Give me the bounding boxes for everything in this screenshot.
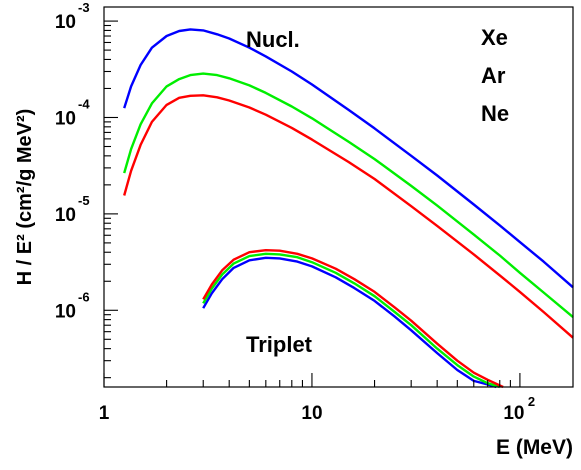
y-tick-label-exponent: -4 — [78, 96, 90, 111]
y-tick-label-exponent: -3 — [78, 0, 90, 15]
y-axis-ticks: 10-310-410-510-6 — [55, 0, 118, 379]
legend-entry-ne: Ne — [481, 101, 509, 126]
annotation-nucl: Nucl. — [246, 27, 300, 52]
x-tick-label: 10 — [301, 403, 322, 424]
plot-frame — [103, 6, 574, 388]
y-tick-label: 10 — [55, 12, 76, 33]
legend: Xe Ar Ne — [481, 25, 509, 126]
series-line-triplet-0 — [202, 256, 497, 389]
x-axis-ticks: 1 10 10 2 — [99, 373, 535, 424]
legend-entry-ar: Ar — [481, 63, 506, 88]
series-line-triplet-1 — [202, 252, 501, 389]
y-tick-label: 10 — [55, 108, 76, 129]
x-tick-label: 1 — [99, 403, 110, 424]
y-tick-label: 10 — [55, 301, 76, 322]
legend-entry-xe: Xe — [481, 25, 508, 50]
series-line-nucl-2 — [123, 94, 574, 339]
y-tick-label-exponent: -6 — [78, 289, 90, 304]
series-line-nucl-1 — [123, 72, 574, 319]
curves-layer — [123, 28, 574, 389]
annotation-triplet: Triplet — [246, 332, 313, 357]
x-axis-label: E (MeV) — [496, 436, 573, 459]
y-axis-label: H / E² (cm²/g MeV²) — [14, 109, 36, 286]
series-line-triplet-2 — [202, 249, 504, 389]
x-tick-label-exponent: 2 — [528, 394, 535, 409]
y-axis-label-text: H / E² (cm²/g MeV²) — [14, 109, 36, 286]
y-tick-label-exponent: -5 — [78, 193, 90, 208]
x-tick-label: 10 — [503, 403, 524, 424]
series-line-nucl-0 — [123, 28, 574, 289]
y-tick-label: 10 — [55, 205, 76, 226]
